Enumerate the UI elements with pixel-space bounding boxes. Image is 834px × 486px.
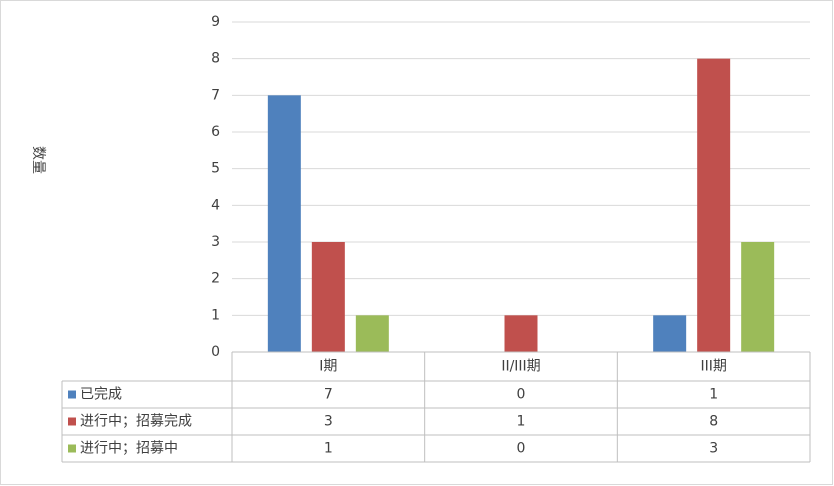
y-tick-label: 1 (211, 307, 220, 323)
bar (311, 242, 345, 352)
bar (697, 58, 731, 353)
legend-label: 进行中；招募完成 (80, 414, 192, 430)
table-value: 1 (517, 414, 526, 430)
y-tick-label: 9 (211, 14, 220, 30)
table-value: 8 (709, 414, 718, 430)
legend-key (68, 390, 76, 399)
legend-key (68, 444, 76, 453)
legend-label: 已完成 (80, 387, 122, 403)
table-value: 3 (324, 414, 333, 430)
y-tick-label: 4 (211, 197, 220, 213)
table-value: 3 (709, 441, 718, 457)
y-tick-label: 5 (211, 161, 220, 177)
table-value: 1 (324, 441, 333, 457)
y-tick-label: 2 (211, 271, 220, 287)
x-tick-label: I期 (319, 359, 337, 375)
bar (355, 315, 389, 352)
bar (504, 315, 538, 352)
bar (267, 95, 301, 352)
y-tick-label: 8 (211, 51, 220, 67)
table-value: 0 (517, 387, 526, 403)
y-axis-label: 数量 (30, 146, 46, 174)
x-tick-label: III期 (700, 359, 726, 375)
bar (741, 242, 775, 352)
bar (653, 315, 687, 352)
legend-label: 进行中；招募中 (80, 441, 178, 457)
table-value: 1 (709, 387, 718, 403)
y-tick-label: 3 (211, 234, 220, 250)
legend-key (68, 417, 76, 426)
y-tick-label: 0 (211, 344, 220, 360)
x-tick-label: II/III期 (501, 359, 540, 375)
table-value: 0 (517, 441, 526, 457)
y-tick-label: 6 (211, 124, 220, 140)
y-tick-label: 7 (211, 87, 220, 103)
table-value: 7 (324, 387, 333, 403)
